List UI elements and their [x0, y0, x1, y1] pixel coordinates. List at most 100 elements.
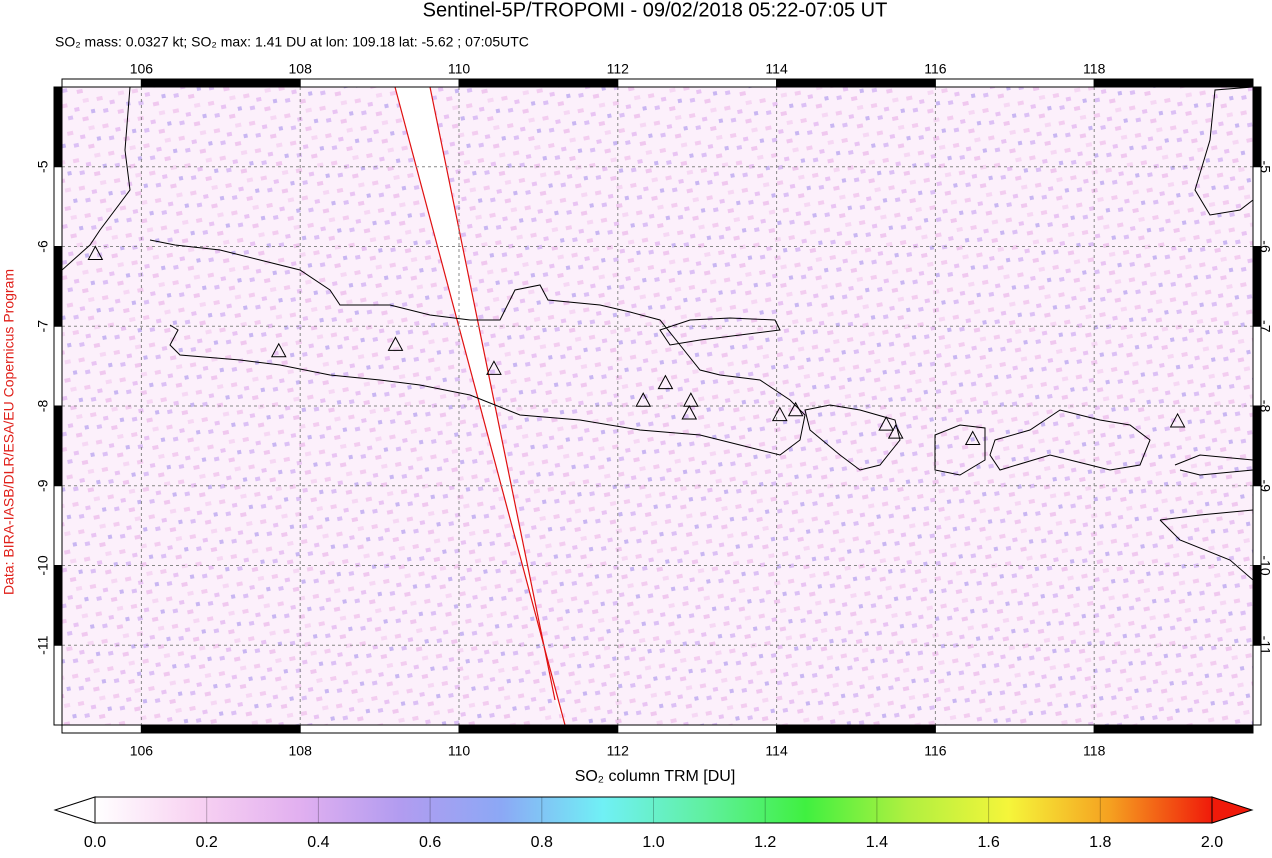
- colorbar-tick-label: 1.2: [754, 834, 776, 851]
- volcano-marker: [486, 360, 502, 375]
- chart-title: Sentinel-5P/TROPOMI - 09/02/2018 05:22-0…: [423, 0, 888, 21]
- y-tick-label: -8: [1257, 400, 1272, 413]
- colorbar-tick-label: 0.6: [419, 834, 441, 851]
- x-tick-label: 106: [130, 61, 154, 77]
- y-tick-label: -7: [1257, 320, 1272, 333]
- volcano-marker: [681, 404, 698, 420]
- y-tick-label: -5: [1257, 161, 1272, 174]
- volcano-marker: [657, 374, 674, 390]
- frame-bar: [1252, 86, 1262, 168]
- coastline: [62, 87, 131, 271]
- frame-bar: [776, 78, 936, 88]
- chart-subtitle: SO₂ mass: 0.0327 kt; SO₂ max: 1.41 DU at…: [55, 34, 529, 50]
- frame-bar: [53, 485, 63, 566]
- frame-bar: [61, 724, 142, 734]
- volcano-marker: [887, 424, 904, 439]
- colorbar-tick-label: 1.4: [866, 834, 888, 851]
- volcano-marker: [635, 392, 652, 407]
- colorbar-under-arrow: [53, 796, 96, 824]
- y-tick-label: -11: [35, 635, 51, 654]
- frame-bar: [140, 78, 301, 88]
- credit: Data: BIRA-IASB/DLR/ESA/EU Copernicus Pr…: [1, 269, 17, 595]
- x-tick-label: 118: [1083, 61, 1106, 77]
- volcano-marker: [787, 401, 804, 417]
- x-tick-label: 116: [924, 743, 947, 759]
- colorbar-tick-label: 1.8: [1089, 834, 1111, 851]
- y-tick-label: -9: [35, 479, 51, 492]
- coastline: [1194, 87, 1253, 216]
- frame-bar: [934, 78, 1095, 88]
- colorbar-ticks: 0.0 0.2 0.4 0.6 0.8 1.0 1.2 1.4 1.6 1.8 2.0: [84, 797, 1223, 851]
- volcano-marker: [1169, 412, 1186, 428]
- volcano-layer: [87, 245, 1186, 445]
- coastline: [934, 424, 986, 476]
- frame-bar: [140, 724, 301, 734]
- coastline: [989, 409, 1151, 471]
- swath-edge: [394, 87, 566, 725]
- x-tick-label: 106: [130, 743, 154, 759]
- coastline: [804, 404, 901, 471]
- frame-bar: [617, 78, 778, 88]
- frame-bar: [1252, 485, 1262, 566]
- colorbar-tick-label: 2.0: [1201, 834, 1223, 851]
- y-tick-label: -11: [1257, 636, 1272, 655]
- x-tick-label: 108: [289, 61, 313, 77]
- volcano-marker: [683, 392, 699, 407]
- frame-bar: [53, 644, 63, 726]
- frame-bar: [458, 78, 619, 88]
- frame-bar: [458, 724, 619, 734]
- x-tick-label: 110: [448, 743, 471, 759]
- colorbar-over-arrow: [1211, 796, 1254, 824]
- frame-bar: [53, 565, 63, 646]
- volcano-marker: [878, 416, 895, 431]
- coastline: [149, 239, 806, 456]
- y-tick-label: -7: [35, 320, 51, 333]
- frame-bar: [934, 724, 1095, 734]
- x-tick-label: 112: [607, 61, 630, 77]
- y-tick-label: -5: [35, 160, 51, 173]
- x-tick-label: 110: [448, 61, 471, 77]
- coastline: [1174, 454, 1253, 476]
- axes: 106 106 108 108 110 110 112 112 114 114 116 116 118 1…: [35, 61, 1272, 759]
- x-tick-label: 114: [765, 61, 788, 77]
- frame-bar: [1252, 166, 1262, 247]
- x-tick-label: 114: [765, 743, 788, 759]
- frame-bar: [1252, 325, 1262, 407]
- x-tick-label: 112: [607, 743, 630, 759]
- grid: [62, 87, 1253, 725]
- frame-bar: [1093, 78, 1254, 88]
- colorbar: [94, 796, 1213, 824]
- coastline: [1159, 509, 1253, 581]
- y-tick-label: -10: [1257, 555, 1272, 575]
- y-tick-label: -6: [1257, 240, 1272, 253]
- frame-bar: [299, 78, 460, 88]
- volcano-marker: [270, 342, 287, 358]
- frame-bar: [61, 78, 142, 88]
- frame-bar: [1093, 724, 1254, 734]
- y-tick-label: -8: [35, 400, 51, 413]
- frame-bar: [1252, 405, 1262, 487]
- volcano-marker: [771, 406, 788, 422]
- colorbar-tick-label: 0.8: [531, 834, 553, 851]
- frame-bar: [299, 724, 460, 734]
- x-tick-label: 116: [924, 61, 947, 77]
- frame-bar: [1252, 565, 1262, 646]
- y-tick-label: -9: [1257, 480, 1272, 493]
- swath-edge: [429, 87, 556, 701]
- colorbar-tick-label: 1.6: [977, 834, 999, 851]
- frame-bar: [53, 405, 63, 487]
- map-area: [62, 87, 1253, 725]
- y-tick-label: -10: [35, 555, 51, 575]
- frame-bar: [53, 246, 63, 327]
- volcano-marker: [87, 245, 104, 260]
- frame-bar: [617, 724, 778, 734]
- frame-bar: [53, 325, 63, 407]
- volcano-marker: [387, 336, 404, 351]
- coastline: [659, 317, 781, 346]
- volcano-marker: [964, 430, 981, 445]
- colorbar-tick-label: 0.2: [196, 834, 218, 851]
- x-tick-label: 118: [1083, 743, 1106, 759]
- colorbar-label: SO₂ column TRM [DU]: [575, 768, 736, 785]
- frame-bar: [53, 166, 63, 247]
